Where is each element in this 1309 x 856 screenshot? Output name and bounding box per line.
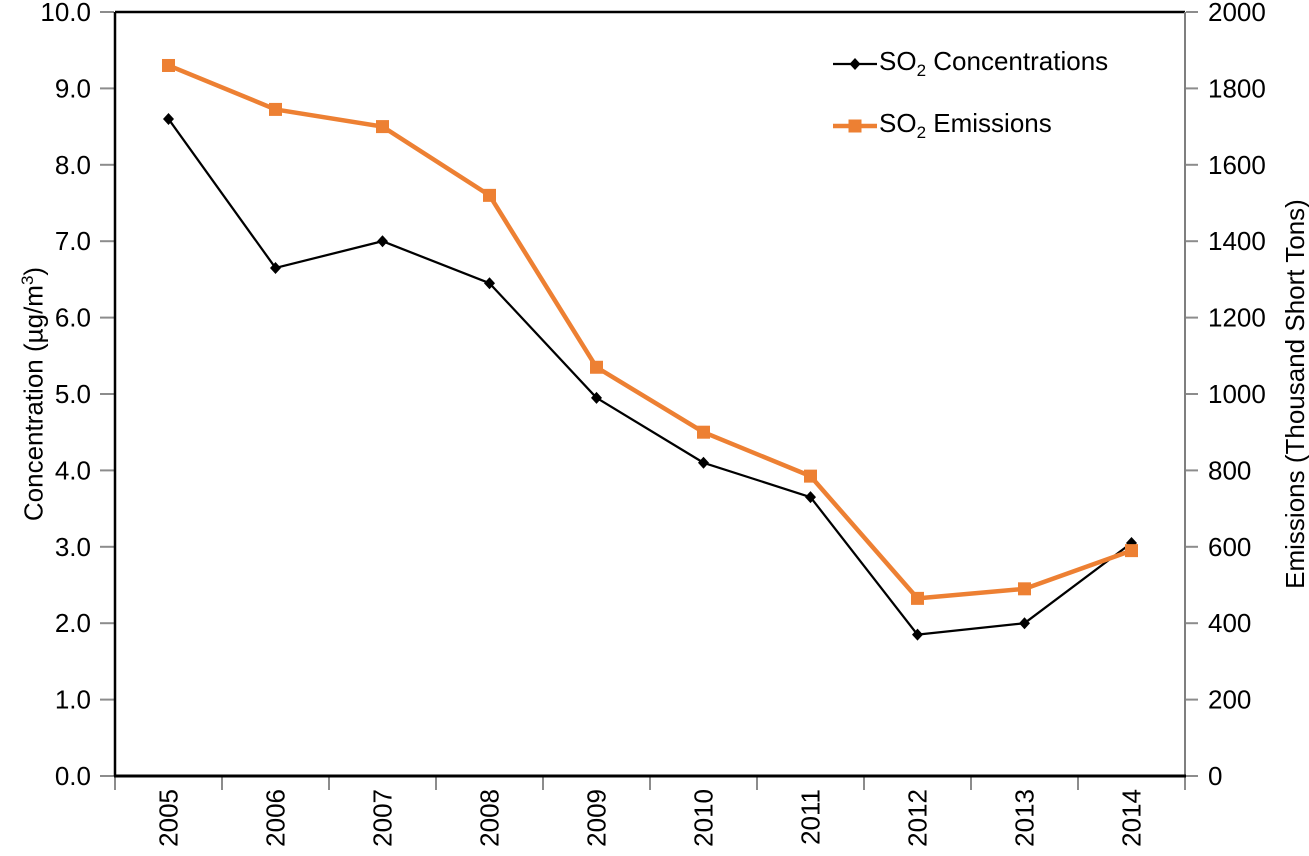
series-marker-square <box>804 469 817 483</box>
legend-label-emissions: SO2 Emissions <box>879 108 1052 143</box>
left-axis-title: Concentration (µg/m3) <box>12 94 49 694</box>
series-line <box>167 118 1133 636</box>
series-marker-diamond <box>377 235 388 248</box>
series-marker-diamond <box>912 628 923 641</box>
x-axis-tick-label: 2012 <box>903 789 933 847</box>
legend-swatch-marker <box>849 58 861 70</box>
y-axis-tick-label-right: 1600 <box>1208 150 1266 180</box>
y-axis-tick-label-right: 1800 <box>1208 73 1266 103</box>
series-marker-square <box>376 120 389 134</box>
series-line <box>167 63 1133 601</box>
legend-label-text: SO <box>879 46 917 77</box>
legend-label-text: SO <box>879 108 917 139</box>
y-axis-tick-label-left: 3.0 <box>55 532 91 562</box>
series-marker-square <box>590 360 603 374</box>
x-axis-tick-label: 2009 <box>582 789 612 847</box>
legend-swatch-emissions-icon <box>833 119 877 133</box>
y-axis-tick-label-right: 2000 <box>1208 0 1266 27</box>
legend-item-concentrations: SO2 Concentrations <box>833 33 1108 95</box>
y-axis-tick-label-right: 1200 <box>1208 303 1266 333</box>
series-marker-square <box>162 58 175 72</box>
y-axis-tick-label-right: 800 <box>1208 455 1251 485</box>
series-marker-diamond <box>1019 617 1030 630</box>
series-marker-square <box>483 188 496 202</box>
x-axis-tick-label: 2007 <box>368 789 398 847</box>
series-marker-diamond <box>698 456 709 469</box>
series-marker-diamond <box>270 261 281 274</box>
legend-item-emissions: SO2 Emissions <box>833 95 1108 157</box>
x-axis-tick-label: 2010 <box>689 789 719 847</box>
right-axis-title-text: Emissions (Thousand Short Tons) <box>1280 199 1309 589</box>
y-axis-tick-label-left: 9.0 <box>55 73 91 103</box>
series-concentrations <box>163 112 1137 641</box>
legend-label-subscript: 2 <box>916 61 927 81</box>
x-axis-tick-label: 2006 <box>261 789 291 847</box>
legend-label-rest: Concentrations <box>926 46 1109 77</box>
x-axis-tick-label: 2014 <box>1117 789 1147 847</box>
left-axis-title-text: Concentration (µg/m <box>18 285 49 522</box>
x-axis-tick-label: 2013 <box>1010 789 1040 847</box>
left-axis-title-close: ) <box>18 266 49 276</box>
y-axis-tick-label-left: 10.0 <box>40 0 91 27</box>
series-marker-diamond <box>163 112 174 125</box>
legend: SO2 Concentrations SO2 Emissions <box>833 33 1108 157</box>
series-marker-square <box>269 102 282 116</box>
series-marker-diamond <box>805 491 816 504</box>
right-axis-title: Emissions (Thousand Short Tons) <box>1279 94 1309 694</box>
series-marker-diamond <box>591 391 602 404</box>
series-marker-square <box>697 425 710 439</box>
x-axis-tick-label: 2005 <box>154 789 184 847</box>
y-axis-tick-label-right: 600 <box>1208 532 1251 562</box>
y-axis-tick-label-right: 1400 <box>1208 226 1266 256</box>
x-axis-tick-label: 2008 <box>475 789 505 847</box>
x-axis-tick-label: 2011 <box>796 789 826 845</box>
y-axis-tick-label-left: 1.0 <box>55 685 91 715</box>
y-axis-tick-label-left: 4.0 <box>55 455 91 485</box>
series-marker-square <box>1125 544 1138 558</box>
y-axis-tick-label-left: 6.0 <box>55 303 91 333</box>
y-axis-tick-label-left: 8.0 <box>55 150 91 180</box>
series-marker-square <box>911 591 924 605</box>
series-emissions <box>162 58 1138 605</box>
y-axis-tick-label-left: 7.0 <box>55 226 91 256</box>
y-axis-tick-label-left: 5.0 <box>55 379 91 409</box>
y-axis-tick-label-left: 2.0 <box>55 608 91 638</box>
y-axis-tick-label-right: 0 <box>1208 761 1222 791</box>
y-axis-tick-label-right: 400 <box>1208 608 1251 638</box>
y-axis-tick-label-right: 200 <box>1208 685 1251 715</box>
left-axis-title-superscript: 3 <box>18 275 37 286</box>
legend-label-concentrations: SO2 Concentrations <box>879 46 1108 81</box>
y-axis-tick-label-left: 0.0 <box>55 761 91 791</box>
legend-swatch-concentrations-icon <box>833 58 877 70</box>
series-marker-diamond <box>484 277 495 290</box>
series-marker-square <box>1018 582 1031 596</box>
legend-label-rest: Emissions <box>926 108 1052 139</box>
legend-swatch-marker <box>848 119 862 133</box>
legend-label-subscript: 2 <box>916 123 927 143</box>
y-axis-tick-label-right: 1000 <box>1208 379 1266 409</box>
